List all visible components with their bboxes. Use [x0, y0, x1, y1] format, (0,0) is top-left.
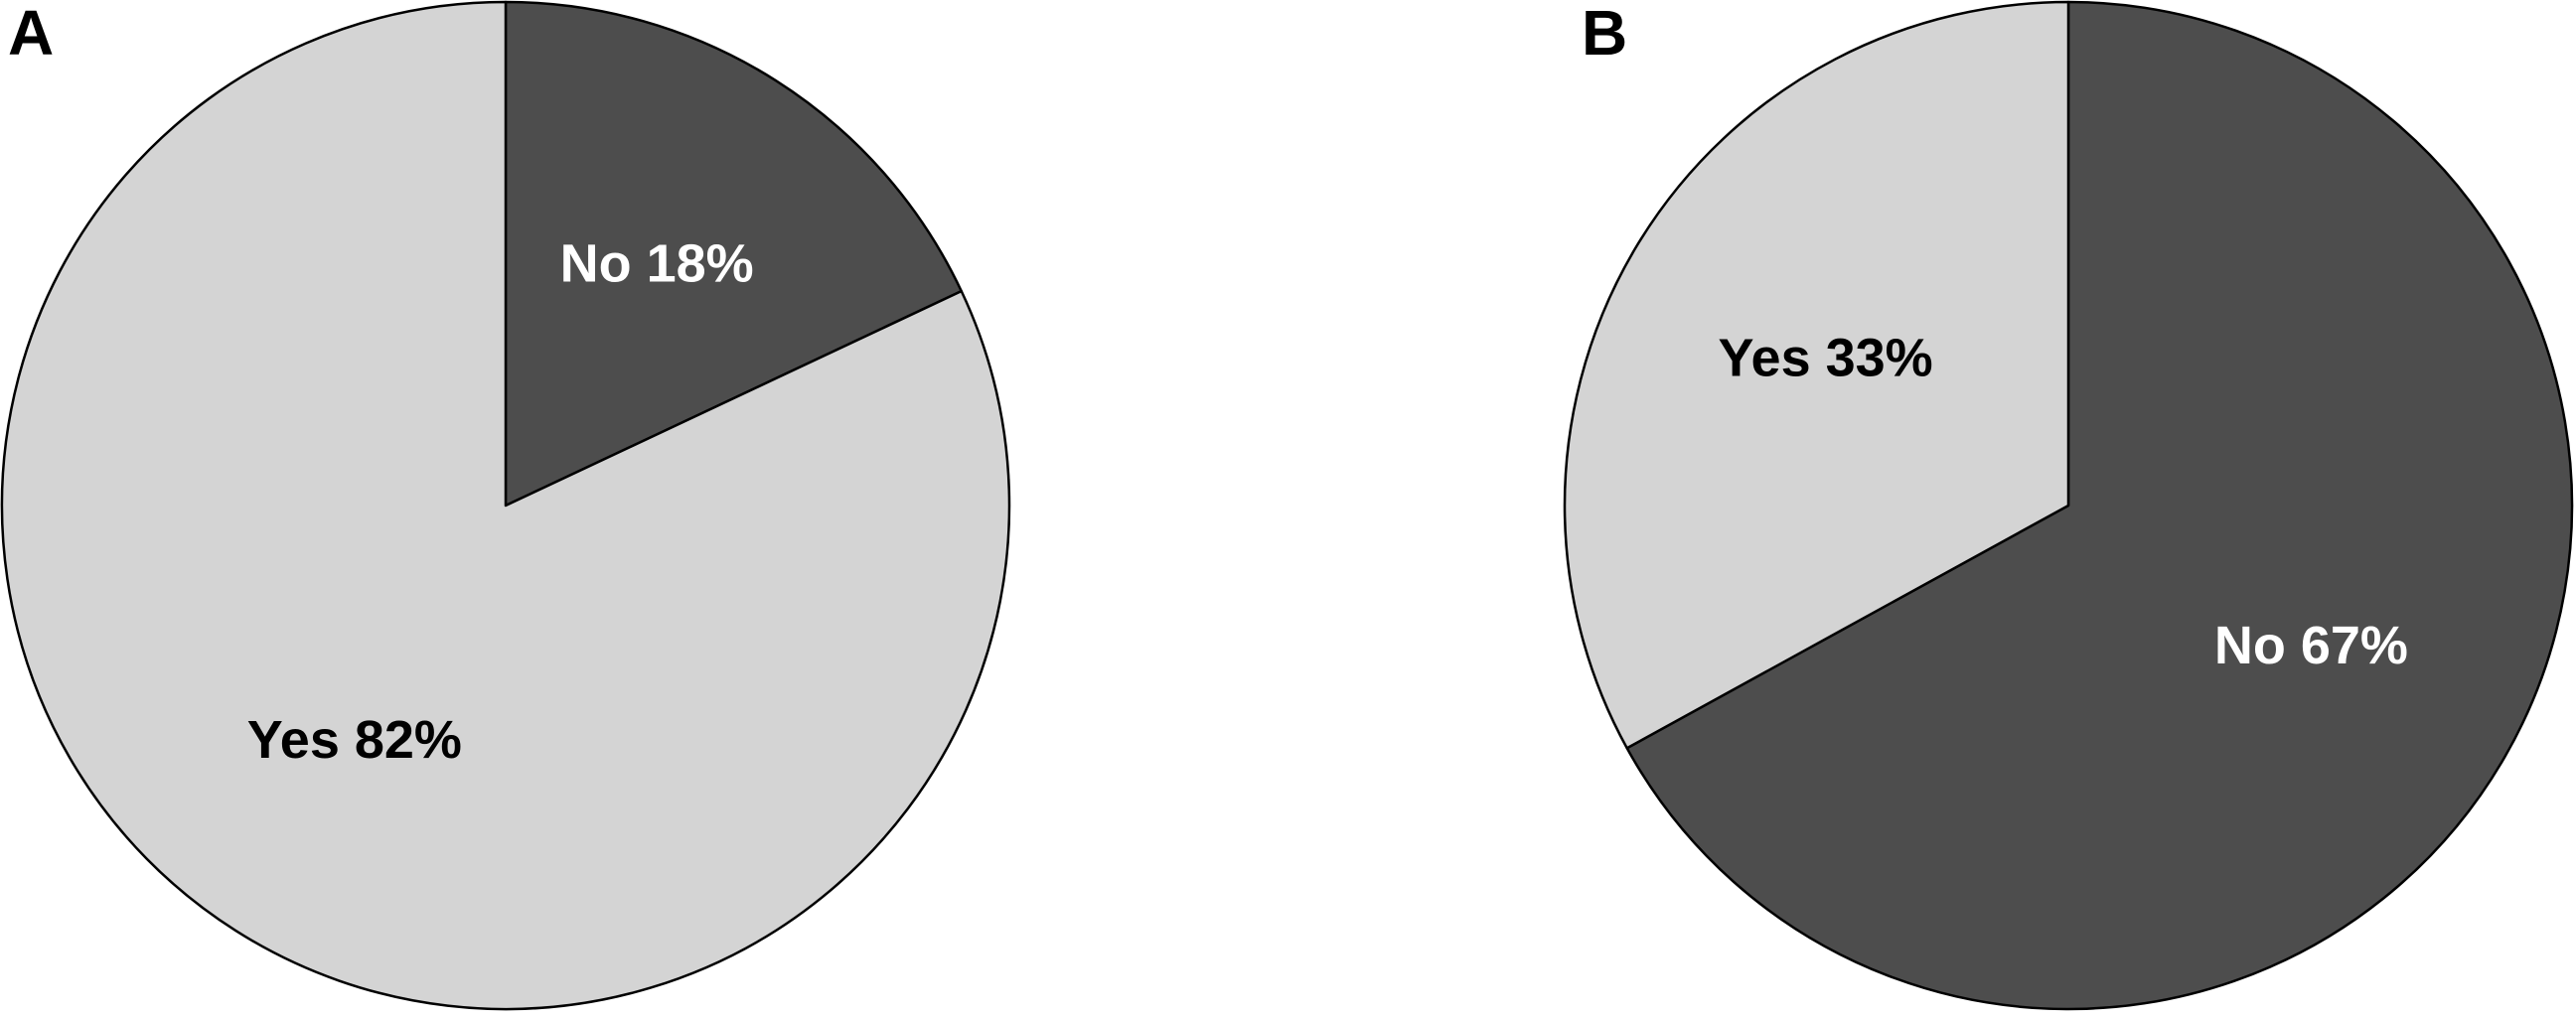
pie-slice: [504, 0, 963, 508]
pie-slice: [1563, 0, 2070, 750]
chart-title: A: [8, 0, 54, 69]
data-label: Yes 82%: [247, 710, 462, 770]
data-label: No 18%: [560, 234, 754, 294]
chart-title: B: [1582, 0, 1627, 69]
pie-slice: [0, 0, 1011, 1011]
pie-slice: [1625, 0, 2574, 1011]
data-label: No 67%: [2214, 616, 2408, 675]
data-label: Yes 33%: [1719, 329, 1933, 388]
